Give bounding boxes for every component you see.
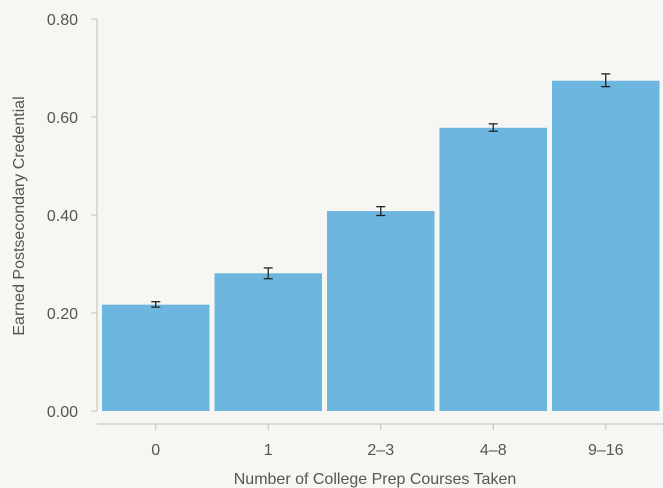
error-bars bbox=[151, 73, 611, 308]
x-tick-label: 1 bbox=[264, 442, 273, 459]
error-bar bbox=[488, 123, 498, 132]
y-axis: 0.00 0.20 0.40 0.60 0.80 bbox=[47, 12, 98, 421]
x-axis: 0 1 2–3 4–8 9–16 bbox=[97, 423, 663, 459]
error-bar bbox=[263, 267, 273, 280]
x-tick-label: 2–3 bbox=[367, 442, 394, 459]
x-axis-title: Number of College Prep Courses Taken bbox=[234, 471, 517, 488]
error-bar bbox=[376, 206, 386, 217]
y-tick-label: 0.00 bbox=[47, 404, 78, 421]
y-tick-label: 0.20 bbox=[47, 306, 78, 323]
bar-series bbox=[102, 80, 660, 412]
x-tick-label: 0 bbox=[151, 442, 160, 459]
bar bbox=[102, 304, 210, 411]
bar bbox=[552, 80, 660, 412]
error-bar bbox=[151, 301, 161, 308]
y-tick-label: 0.80 bbox=[47, 12, 78, 29]
bar bbox=[327, 211, 435, 411]
bar bbox=[439, 127, 547, 411]
y-tick-label: 0.40 bbox=[47, 208, 78, 225]
y-tick-label: 0.60 bbox=[47, 110, 78, 127]
y-axis-title: Earned Postsecondary Credential bbox=[11, 96, 28, 335]
error-bar bbox=[601, 73, 611, 88]
x-tick-label: 9–16 bbox=[588, 442, 624, 459]
bar bbox=[214, 273, 322, 411]
x-tick-label: 4–8 bbox=[480, 442, 507, 459]
